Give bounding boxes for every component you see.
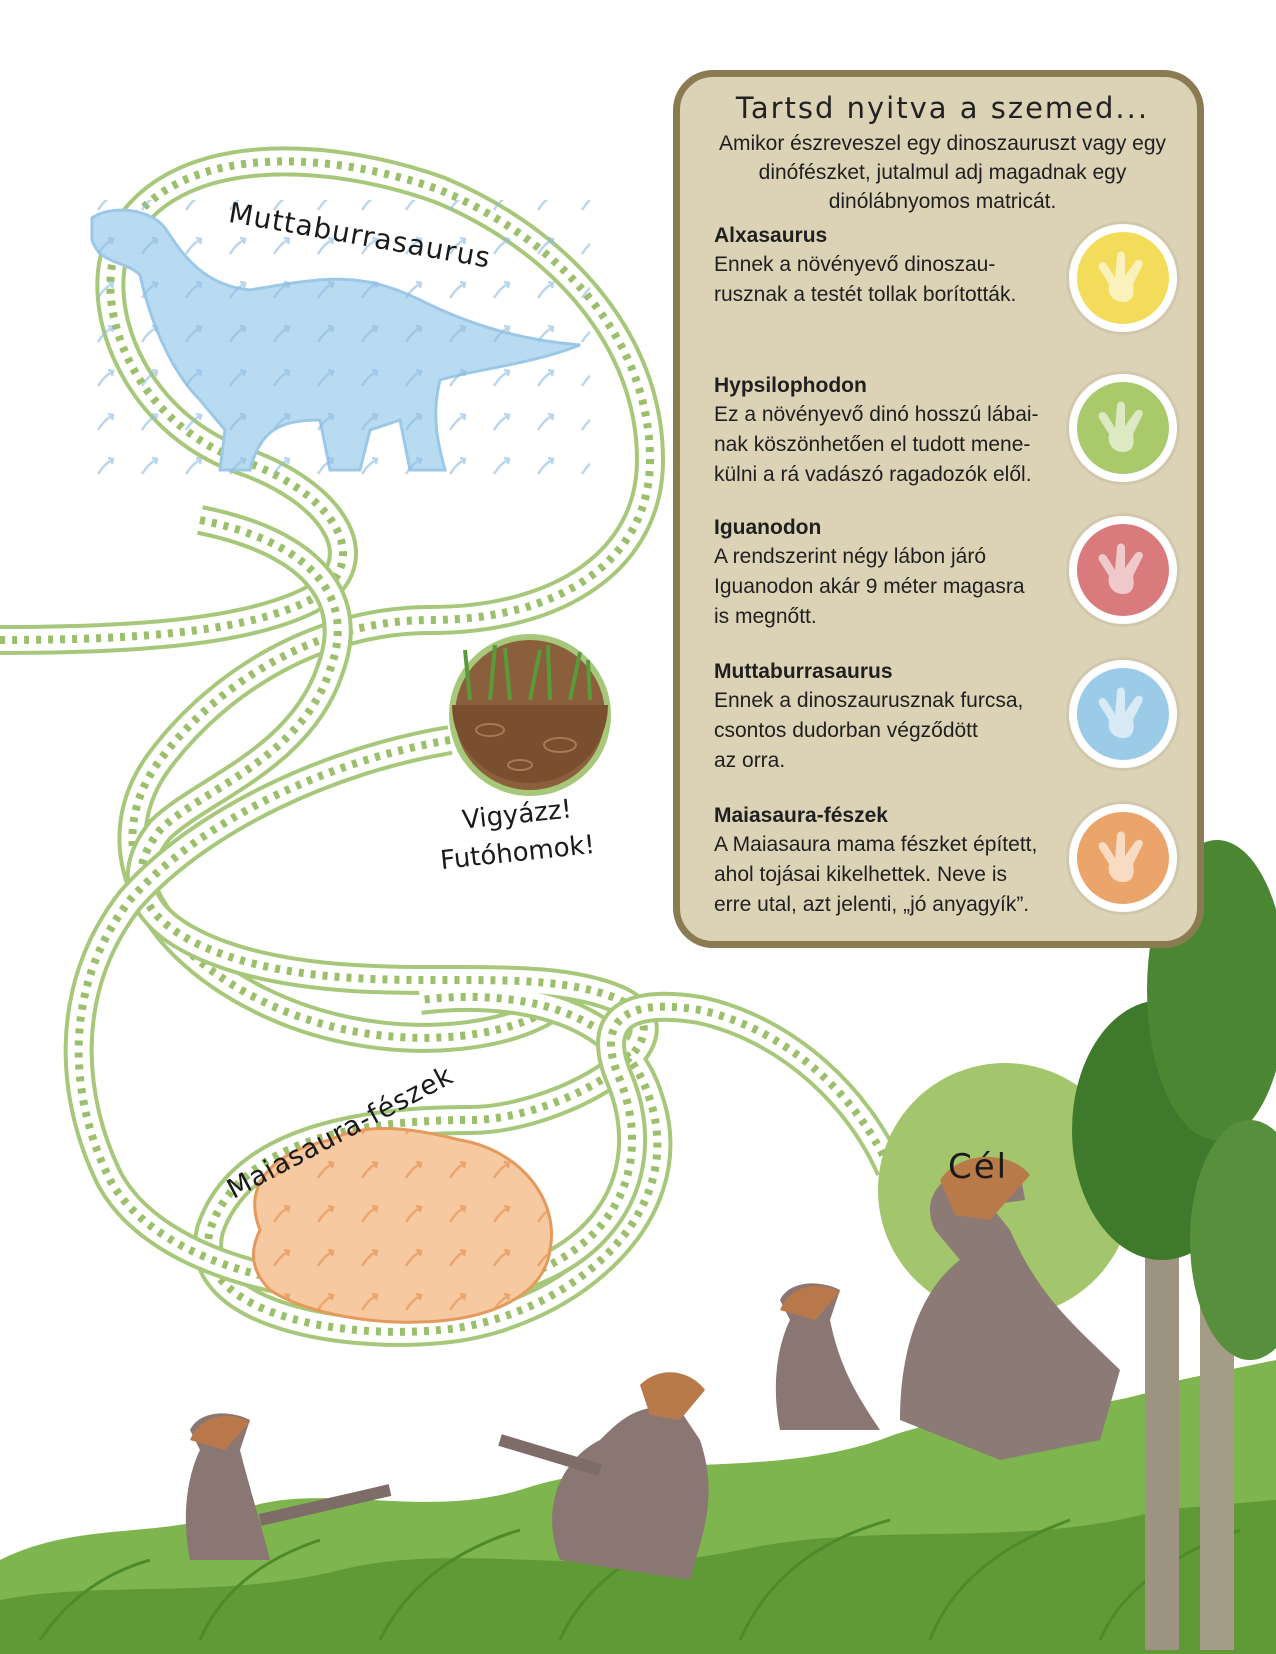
entry-line: Ennek a növényevő dinoszau- xyxy=(714,253,996,276)
quicksand-image xyxy=(449,634,611,796)
entry-line: A Maiasaura mama fészket épített, xyxy=(714,833,1038,856)
footprint-icon xyxy=(1098,543,1143,594)
entry-muttaburrasaurus: Muttaburrasaurus Ennek a dinoszaurusznak… xyxy=(714,658,1177,802)
footprint-badge-red xyxy=(1069,516,1177,624)
goal-label: Cél xyxy=(948,1147,1009,1187)
palm-trees xyxy=(1072,840,1276,1650)
footprint-icon xyxy=(1098,687,1143,738)
entry-desc: A rendszerint négy lábon járó Iguanodon … xyxy=(714,542,1066,632)
footprint-badge-yellow xyxy=(1069,224,1177,332)
entry-line: Ennek a dinoszaurusznak furcsa, xyxy=(714,689,1024,712)
footprint-icon xyxy=(1098,401,1143,452)
footprint-icon xyxy=(1098,251,1143,302)
entry-line: külni a rá vadászó ragadozók elől. xyxy=(714,463,1032,486)
info-title: Tartsd nyitva a szemed... xyxy=(735,91,1150,125)
entry-name: Maiasaura-fészek xyxy=(714,804,888,827)
entry-alxasaurus: Alxasaurus Ennek a növényevő dinoszau- r… xyxy=(714,222,1177,372)
entry-line: is megnőtt. xyxy=(714,605,817,628)
entry-name: Iguanodon xyxy=(714,516,822,539)
entry-hypsilophodon: Hypsilophodon Ez a növényevő dinó hosszú… xyxy=(714,372,1177,514)
entry-name: Alxasaurus xyxy=(714,224,828,247)
info-box: Tartsd nyitva a szemed... Amikor észreve… xyxy=(673,70,1204,948)
entry-line: rusznak a testét tollak borították. xyxy=(714,283,1017,306)
entry-desc: A Maiasaura mama fészket épített, ahol t… xyxy=(714,830,1066,920)
footprint-icon xyxy=(1098,831,1143,882)
entry-line: erre utal, azt jelenti, „jó anyagyík”. xyxy=(714,893,1030,916)
entry-name: Hypsilophodon xyxy=(714,374,867,397)
maze-road-chevrons xyxy=(136,516,662,1336)
entry-line: csontos dudorban végződött xyxy=(714,719,978,742)
maiasaura-nest xyxy=(251,1126,553,1324)
entry-desc: Ez a növényevő dinó hosszú lábai- nak kö… xyxy=(714,400,1066,490)
entry-line: Ez a növényevő dinó hosszú lábai- xyxy=(714,403,1039,426)
info-intro: Amikor észreveszel egy dinoszauruszt vag… xyxy=(718,132,1167,213)
entry-line: Iguanodon akár 9 méter magasra xyxy=(714,575,1025,598)
footprint-badge-orange xyxy=(1069,804,1177,912)
raptor-figures xyxy=(185,1156,1120,1580)
entry-line: nak köszönhetően el tudott mene- xyxy=(714,433,1031,456)
entry-maiasaura-nest: Maiasaura-fészek A Maiasaura mama fészke… xyxy=(714,802,1177,942)
entry-line: A rendszerint négy lábon járó xyxy=(714,545,987,568)
entry-name: Muttaburrasaurus xyxy=(714,660,893,683)
footprint-badge-blue xyxy=(1069,660,1177,768)
entry-desc: Ennek a dinoszaurusznak furcsa, csontos … xyxy=(714,686,1066,776)
footprint-badge-green xyxy=(1069,374,1177,482)
entry-iguanodon: Iguanodon A rendszerint négy lábon járó … xyxy=(714,514,1177,658)
entry-line: ahol tojásai kikelhettek. Neve is xyxy=(714,863,1007,886)
entry-desc: Ennek a növényevő dinoszau- rusznak a te… xyxy=(714,250,1066,310)
entry-line: az orra. xyxy=(714,749,786,772)
muttaburrasaurus-figure xyxy=(90,200,590,480)
